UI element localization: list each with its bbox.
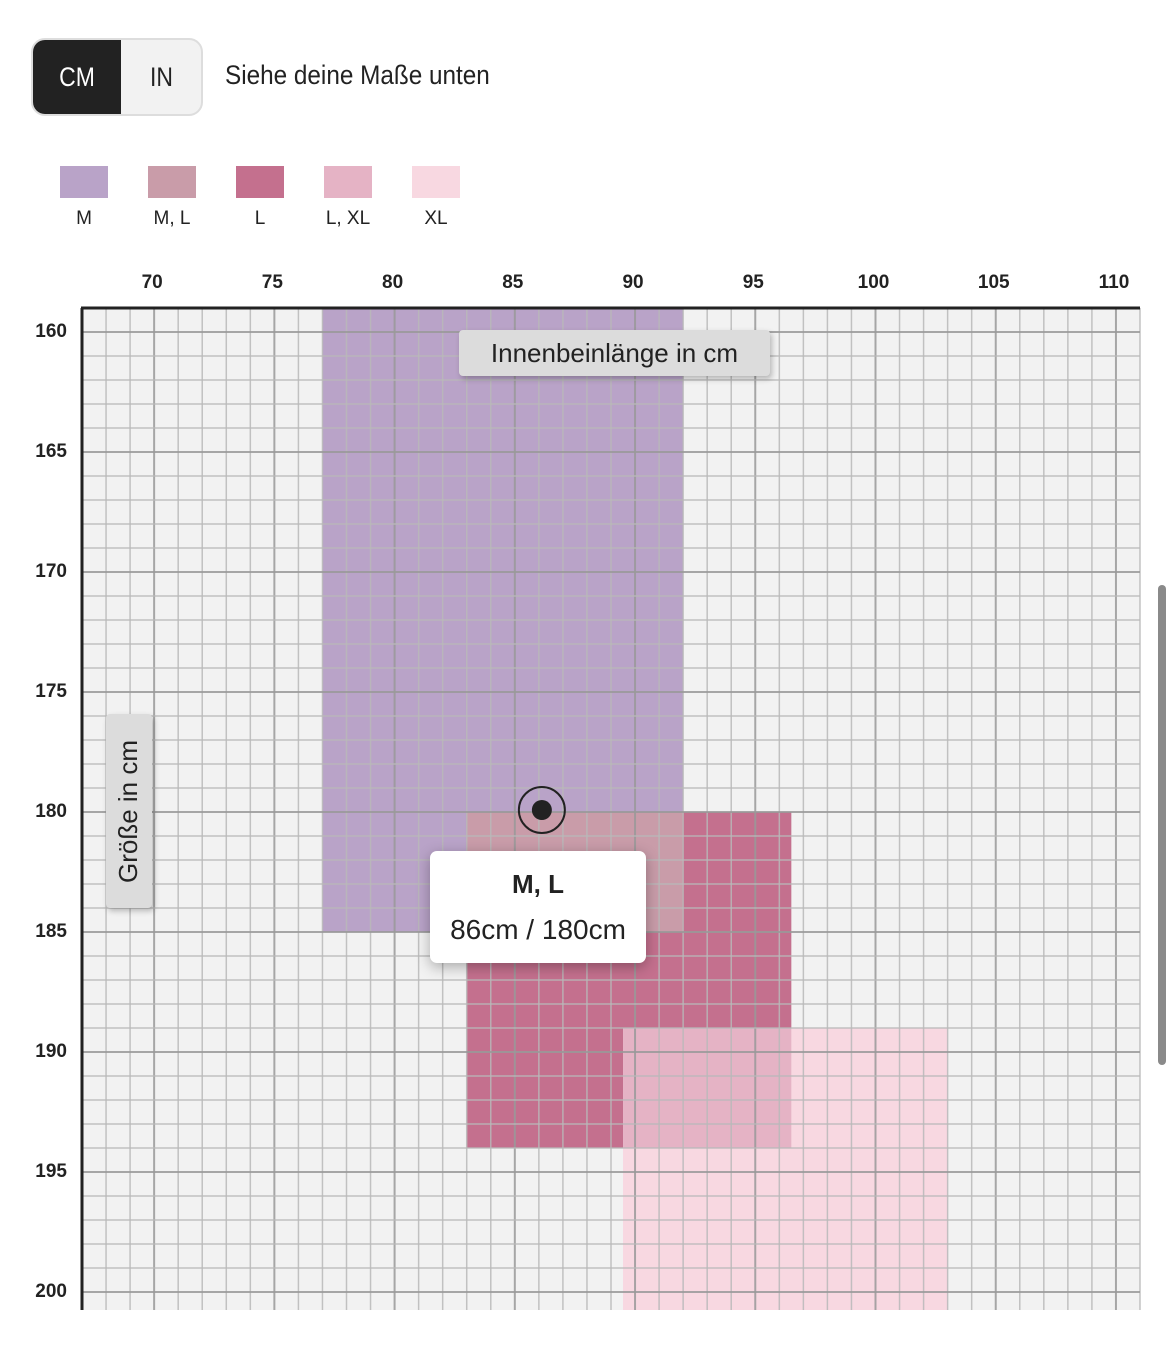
scrollbar[interactable] <box>1158 585 1166 1065</box>
x-tick-label: 105 <box>978 272 1010 293</box>
unit-in-button[interactable]: IN <box>149 61 173 92</box>
legend-label: M <box>76 208 92 229</box>
y-tick-label: 170 <box>35 561 67 582</box>
unit-cm-button[interactable]: CM <box>33 40 121 114</box>
legend-item: L <box>216 166 304 230</box>
x-tick-label: 75 <box>262 272 284 293</box>
y-tick-label: 180 <box>35 801 67 822</box>
tooltip-value: 86cm / 180cm <box>450 914 626 945</box>
legend-swatch <box>148 166 196 198</box>
x-axis-label: Innenbeinlänge in cm <box>459 330 770 376</box>
y-tick-label: 190 <box>35 1041 67 1062</box>
y-tick-label: 185 <box>35 921 67 942</box>
tooltip-title: M, L <box>512 869 564 899</box>
legend-swatch <box>236 166 284 198</box>
unit-toggle[interactable]: CM IN <box>31 38 203 116</box>
legend-label: XL <box>424 208 448 229</box>
legend-swatch <box>324 166 372 198</box>
x-tick-label: 90 <box>622 272 643 293</box>
y-tick-label: 165 <box>35 441 67 462</box>
x-tick-label: 95 <box>743 272 765 293</box>
legend-item: L, XL <box>304 166 392 230</box>
x-tick-label: 80 <box>382 272 403 293</box>
legend-swatch <box>60 166 108 198</box>
hint-text: Siehe deine Maße unten <box>225 60 490 90</box>
x-tick-label: 110 <box>1099 272 1130 293</box>
y-axis-label: Größe in cm <box>106 714 152 908</box>
legend-item: XL <box>392 166 480 230</box>
y-tick-label: 160 <box>35 321 67 342</box>
legend-swatch <box>412 166 460 198</box>
marker-tooltip: M, L 86cm / 180cm <box>430 851 646 963</box>
y-tick-label: 200 <box>35 1281 67 1302</box>
y-tick-label: 195 <box>35 1161 67 1182</box>
x-tick-label: 70 <box>142 272 163 293</box>
x-tick-label: 100 <box>858 272 890 293</box>
y-tick-label: 175 <box>35 681 67 702</box>
legend-label: L <box>254 208 266 229</box>
x-tick-label: 85 <box>502 272 524 293</box>
legend-label: M, L <box>153 208 191 229</box>
marker-ring <box>517 786 566 834</box>
marker-point <box>531 800 552 820</box>
legend-label: L, XL <box>325 208 371 229</box>
legend-item: M <box>40 166 128 230</box>
y-axis-label-text: Größe in cm <box>113 739 144 883</box>
legend: M M, L L L, XL XL <box>40 166 480 230</box>
legend-item: M, L <box>128 166 216 230</box>
